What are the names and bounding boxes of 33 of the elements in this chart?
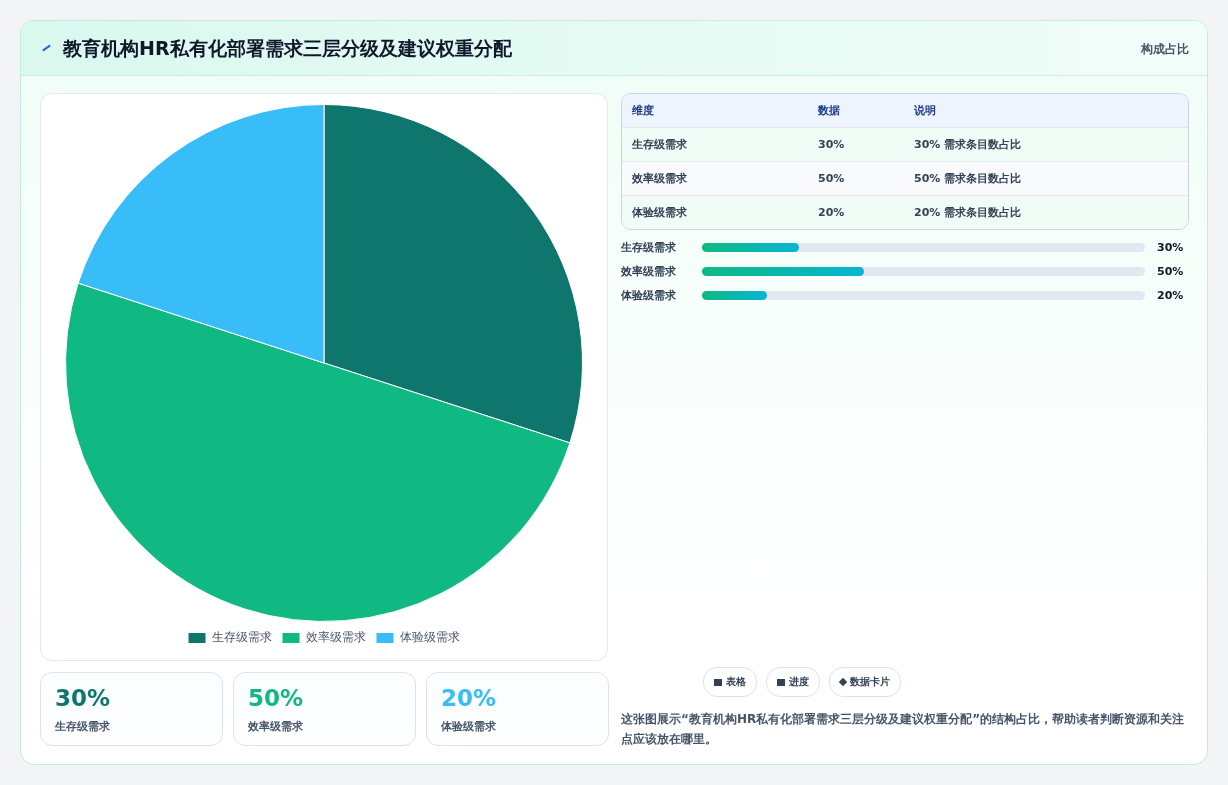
text: 50% bbox=[818, 172, 846, 185]
text: 20% bbox=[1157, 288, 1184, 302]
legend-label: 生存级需求 bbox=[212, 630, 272, 645]
text: 说明 bbox=[914, 103, 936, 118]
slice-label: 效率级需求 bbox=[248, 719, 303, 734]
slice-label: 生存级需求 bbox=[631, 137, 688, 152]
text: 构成占比 bbox=[1141, 41, 1189, 58]
text: 20% bbox=[818, 206, 846, 219]
text: 50% bbox=[248, 685, 304, 711]
category-label: 生存级需求 bbox=[55, 720, 110, 733]
text: 30% bbox=[1157, 240, 1184, 254]
legend-label: 体验级需求 bbox=[400, 630, 460, 645]
legend-label: 效率级需求 bbox=[306, 630, 366, 645]
category-label: 效率级需求 bbox=[621, 264, 676, 278]
chart-title: 教育机构HR私有化部署需求三层分级及建议权重分配 bbox=[63, 36, 512, 61]
text: 维度 bbox=[631, 103, 655, 118]
text: 这张图展示“教育机构HR私有化部署需求三层分级及建议权重分配”的结构占比，帮助读者判断资源和关注点应该放在哪里。 bbox=[621, 711, 1186, 748]
text: 50% 需求条目数占比 bbox=[914, 171, 1022, 186]
slice-label: 生存级需求 bbox=[621, 239, 677, 255]
text: 30% bbox=[818, 138, 846, 151]
text: 数据卡片 bbox=[850, 675, 890, 689]
text: 30% bbox=[55, 685, 111, 711]
text: 50% bbox=[1157, 264, 1184, 278]
category-label: 体验级需求 bbox=[632, 206, 687, 219]
category-label: 体验级需求 bbox=[441, 720, 496, 733]
text: 进度 bbox=[789, 675, 809, 689]
category-label: 体验级需求 bbox=[621, 288, 676, 302]
text: 20% bbox=[441, 685, 497, 711]
text: 数据 bbox=[818, 103, 841, 118]
category-label: 效率级需求 bbox=[632, 172, 687, 185]
text: 表格 bbox=[726, 675, 746, 689]
text: 20% 需求条目数占比 bbox=[914, 205, 1022, 220]
text: 30% 需求条目数占比 bbox=[914, 137, 1022, 152]
